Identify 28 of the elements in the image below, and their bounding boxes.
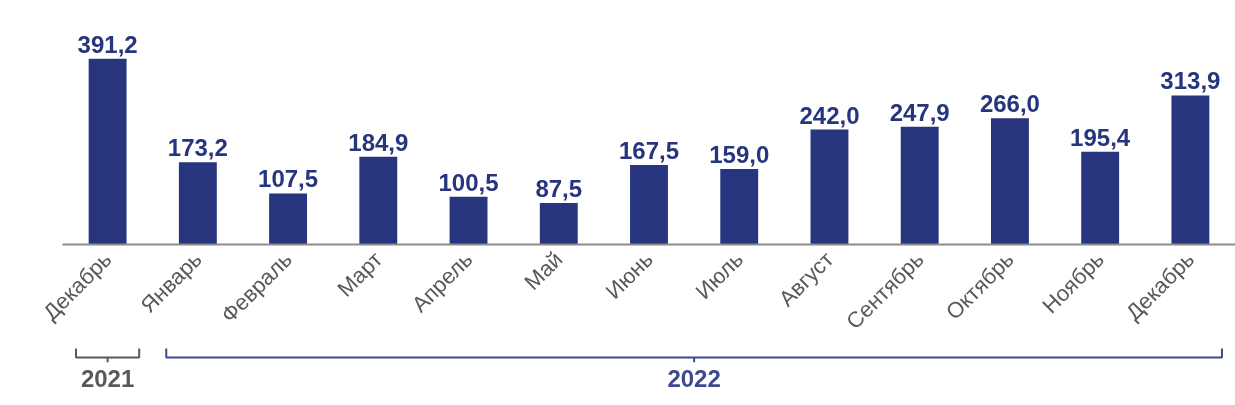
- bar: [449, 196, 488, 245]
- data-label: 391,2: [77, 30, 138, 58]
- data-label: 242,0: [799, 101, 860, 129]
- data-label: 159,0: [709, 141, 770, 169]
- bar: [88, 58, 127, 245]
- bar: [900, 126, 939, 245]
- text: 2022: [667, 364, 721, 392]
- data-label: 184,9: [348, 128, 409, 156]
- bar: [810, 129, 849, 245]
- data-label: 266,0: [979, 90, 1040, 118]
- bar: [720, 169, 759, 245]
- bar: [539, 202, 578, 245]
- data-label: 173,2: [167, 134, 228, 162]
- data-label: 167,5: [618, 136, 680, 164]
- data-label: 100,5: [438, 168, 499, 196]
- bar: [1171, 95, 1210, 245]
- data-label: 87,5: [535, 174, 583, 202]
- data-label: 313,9: [1160, 67, 1221, 95]
- data-label: 195,4: [1070, 123, 1131, 151]
- bar: [630, 164, 668, 245]
- bar: [269, 193, 308, 245]
- bar: [1081, 151, 1120, 245]
- bar: [359, 156, 398, 245]
- text: 2021: [80, 364, 135, 392]
- bar: [990, 118, 1029, 245]
- bar: [178, 162, 217, 245]
- data-label: 247,9: [889, 98, 950, 126]
- data-label: 107,5: [258, 165, 319, 193]
